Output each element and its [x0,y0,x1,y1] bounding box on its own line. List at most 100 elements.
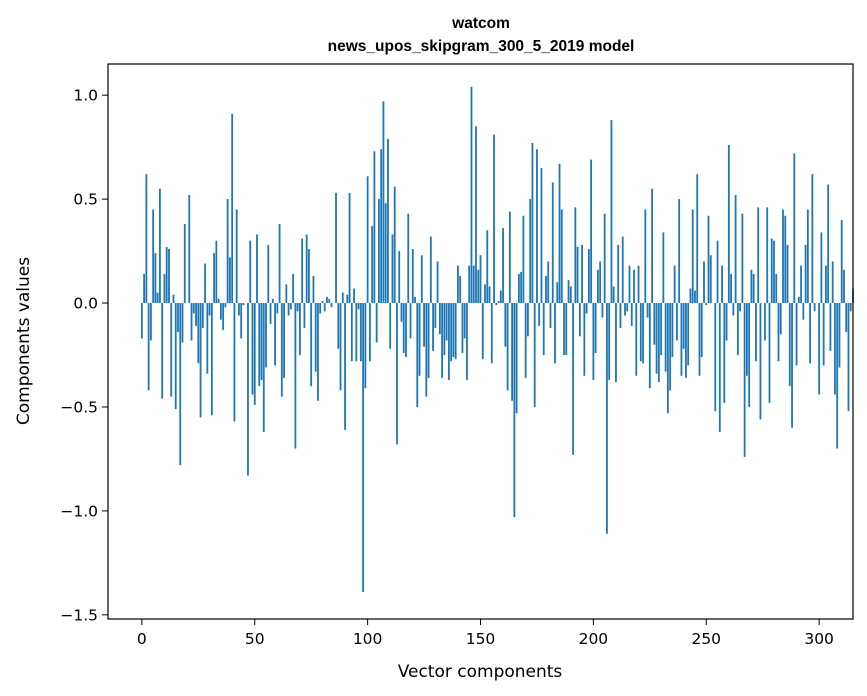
bar [204,263,206,304]
bar [743,303,746,457]
bar [723,303,726,403]
bar [768,303,771,403]
bar [298,303,301,356]
bar [624,303,626,316]
bar [549,303,552,328]
bar [739,303,742,312]
bar [294,303,297,449]
bar [818,303,821,395]
bar [495,303,498,306]
bar [463,303,466,339]
bar [576,246,579,304]
bar [368,303,371,362]
bar [380,149,383,304]
bar [504,303,507,347]
bar [362,303,365,592]
bar [393,186,396,304]
bar [339,303,342,391]
bar [219,303,222,320]
bar [154,253,157,304]
bar [838,303,841,368]
bar [705,303,708,306]
bar [601,303,604,318]
bar [400,303,403,322]
bar [301,238,304,304]
bar [515,303,518,414]
bar [637,265,640,304]
bar [276,303,279,314]
bar [594,303,597,353]
bar [599,261,602,304]
bar [285,284,288,304]
bar [337,303,340,349]
bar [732,303,735,316]
bar [197,303,200,364]
bar [321,300,324,304]
bar [287,303,290,316]
chart-subtitle: news_upos_skipgram_300_5_2019 model [328,38,635,55]
bar [253,303,256,405]
chart-title: watcom [451,15,510,32]
bar [364,303,367,389]
x-tick-label: 100 [353,630,383,648]
bar [551,182,554,304]
bar [434,303,437,328]
bar [326,296,328,304]
bar [766,207,769,304]
bar [759,303,762,420]
bar [540,167,543,304]
bar [809,303,812,364]
bar [542,303,545,356]
bar [581,244,583,304]
bar [335,192,337,304]
bar [389,303,392,349]
bar [745,303,748,376]
bar [736,303,739,356]
bar [784,215,787,304]
bar [709,255,712,304]
bar [578,303,581,337]
bar [563,303,565,356]
bar [312,276,315,304]
bar [517,273,520,304]
bar [655,303,658,374]
bar [775,273,778,304]
bar [840,219,843,304]
bar [387,138,389,304]
bar [689,288,692,304]
y-axis-ticks: 1.0 0.5 0.0 −0.5 −1.0 −1.5 [60,87,108,624]
bar [800,265,802,304]
bar [845,303,848,333]
bar [499,290,502,304]
bar [378,199,380,304]
bar [280,303,283,397]
bar [804,244,807,304]
bar [639,303,642,362]
bar [682,303,685,349]
bar [145,174,148,304]
bar [258,303,261,387]
bar [303,303,306,328]
bar [475,126,477,304]
bar [691,209,694,304]
bar [545,276,547,304]
bar [673,265,676,304]
bar [391,234,394,304]
bar [201,303,204,328]
bar [657,303,660,383]
bar [678,199,681,304]
bar [143,273,146,304]
bar [427,303,430,378]
bar [585,303,588,314]
bar [520,271,523,304]
bar [646,303,649,318]
bar [698,303,701,376]
bar [718,303,721,432]
bar [770,238,773,304]
bar [411,249,414,304]
plot-frame [107,63,854,620]
bar [802,303,805,320]
bar [779,303,782,335]
bar [418,303,421,376]
